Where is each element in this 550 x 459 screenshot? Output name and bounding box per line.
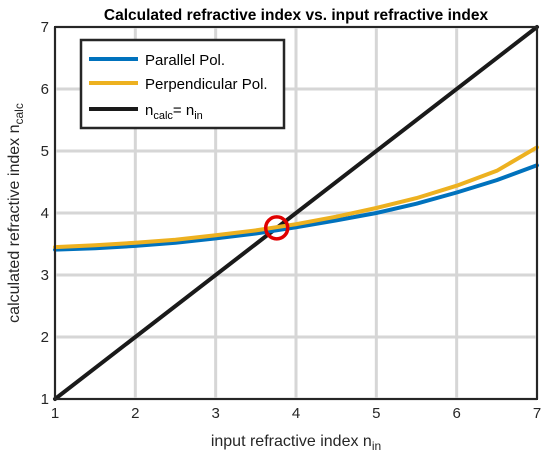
legend-identity-sub1: calc bbox=[153, 110, 173, 122]
y-tick-label-0: 1 bbox=[41, 391, 49, 408]
legend-identity-sub2: in bbox=[194, 110, 203, 122]
legend-label-identity: ncalc= nin bbox=[145, 102, 203, 122]
legend-box bbox=[79, 38, 286, 130]
y-tick-label-6: 7 bbox=[41, 19, 49, 36]
series-line-parallel bbox=[53, 163, 539, 252]
y-tick-label-4: 5 bbox=[41, 143, 49, 160]
chart-title: Calculated refractive index vs. input re… bbox=[104, 7, 489, 24]
x-tick-label-0: 1 bbox=[51, 405, 59, 422]
legend-label-perpendicular: Perpendicular Pol. bbox=[145, 76, 268, 93]
series-line-identity bbox=[53, 25, 539, 401]
y-tick-label-1: 2 bbox=[41, 329, 49, 346]
series-layer bbox=[53, 25, 539, 401]
intersection-circle-marker bbox=[263, 215, 290, 241]
tick-labels: 1 2 3 4 5 6 7 1 2 3 4 5 6 7 bbox=[41, 19, 542, 422]
plot-frame bbox=[54, 26, 538, 400]
y-axis-label-sub: calc bbox=[12, 103, 26, 124]
y-tick-label-3: 4 bbox=[41, 205, 49, 222]
x-tick-label-3: 4 bbox=[292, 405, 300, 422]
x-tick-label-1: 2 bbox=[131, 405, 139, 422]
series-line-perpendicular bbox=[53, 145, 539, 250]
y-tick-label-2: 3 bbox=[41, 267, 49, 284]
y-axis-label: calculated refractive index ncalc bbox=[6, 103, 26, 323]
x-tick-label-5: 6 bbox=[452, 405, 460, 422]
x-tick-label-2: 3 bbox=[211, 405, 219, 422]
x-tick-label-4: 5 bbox=[372, 405, 380, 422]
y-tick-label-5: 6 bbox=[41, 81, 49, 98]
y-axis-label-main: calculated refractive index n bbox=[6, 125, 23, 323]
legend-identity-mid: = n bbox=[173, 102, 194, 119]
x-axis-label-main: input refractive index n bbox=[211, 433, 372, 450]
x-tick-label-6: 7 bbox=[533, 405, 541, 422]
legend: Parallel Pol. Perpendicular Pol. ncalc= … bbox=[79, 38, 286, 130]
legend-label-parallel: Parallel Pol. bbox=[145, 52, 225, 69]
x-axis-label-sub: in bbox=[372, 439, 381, 453]
x-axis-label: input refractive index nin bbox=[211, 433, 381, 453]
legend-identity-n1: n bbox=[145, 102, 153, 119]
